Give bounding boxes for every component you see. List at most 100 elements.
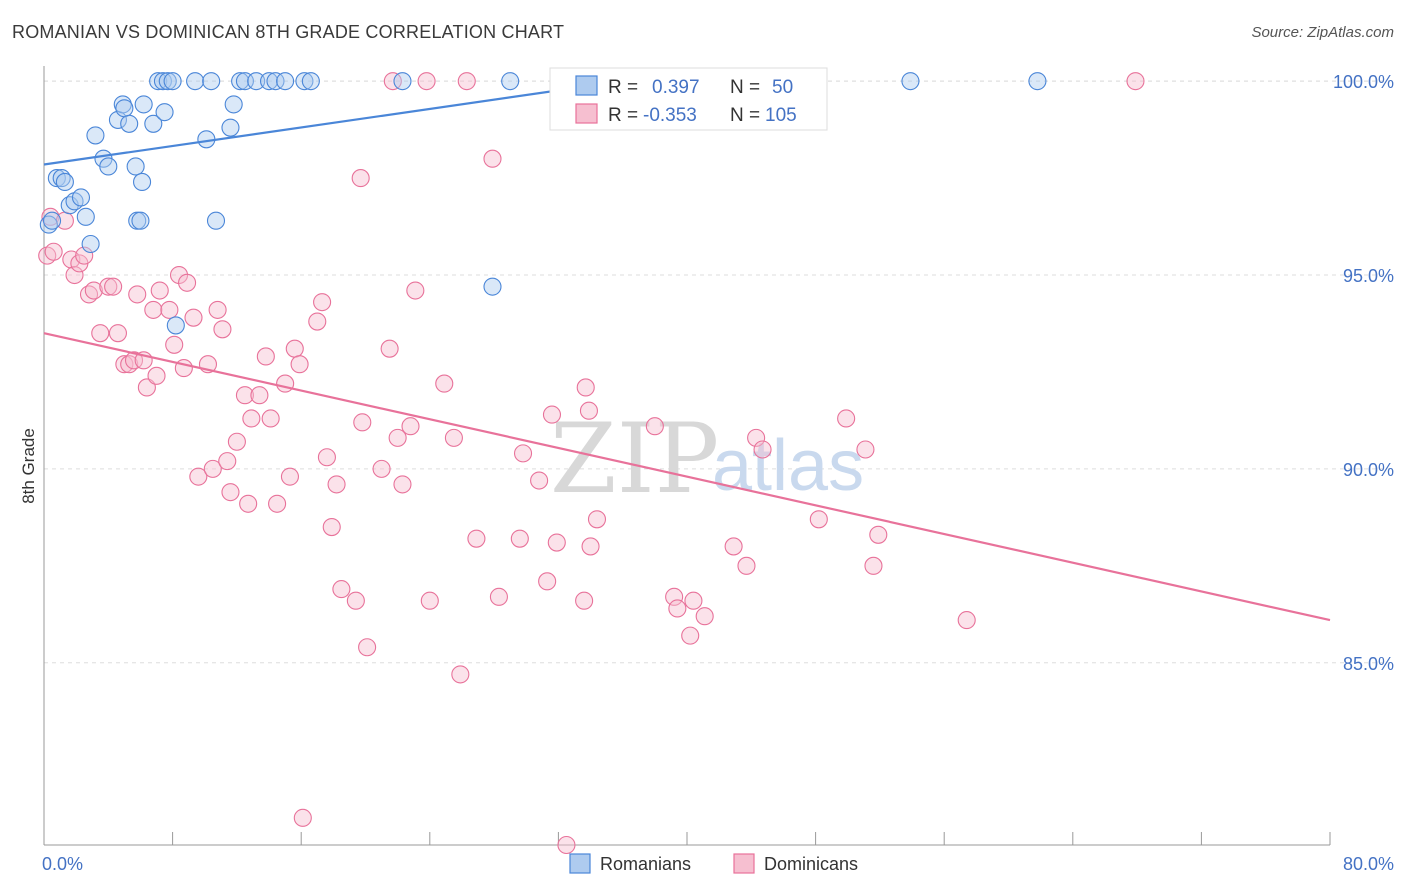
romanians-point [259,72,279,91]
dominicans-point [530,471,549,490]
source-label: Source: ZipAtlas.com [1251,24,1394,41]
romanians-point [86,126,105,145]
dominicans-point [451,665,470,684]
dominicans-point [542,405,562,424]
romanians-point [186,72,205,91]
romanians-point [76,207,95,226]
romanians-legend-item-label: Romanians [600,854,691,874]
romanians-point [501,72,520,91]
romanians-n-value: 50 [772,77,793,98]
watermark: ZIP atlas [550,403,864,515]
dominicans-legend-swatch [575,103,598,124]
romanians-point [163,72,182,91]
dominicans-point [538,572,557,591]
dominicans-point [681,626,700,645]
dominicans-point [104,277,123,296]
dominicans-point [160,300,179,319]
dominicans-point [308,312,327,331]
dominicans-point [227,432,246,451]
dominicans-point [420,591,439,610]
dominicans-point [84,281,103,300]
y-tick-labels: 85.0% 90.0% 95.0% 100.0% [1333,72,1394,674]
romanians-trend-line [43,80,623,166]
stats-legend: R = 0.397 N = 50 R = -0.353 N = 105 [549,67,828,131]
dominicans-point [108,324,127,343]
romanians-legend-item-swatch [569,853,591,874]
dominicans-point [358,638,377,657]
dominicans-point [547,533,566,552]
dominicans-point [293,808,312,827]
romanians-point [901,72,920,91]
romanians-point [393,72,412,91]
dominicans-point [869,525,888,544]
romanians-point [149,72,168,91]
watermark-atlas: atlas [712,426,864,506]
watermark-zip: ZIP [550,403,719,515]
romanians-point [166,316,185,335]
romanians-point [153,72,173,91]
dominicans-point [213,320,232,339]
romanians-points [39,72,1047,335]
dominicans-point [256,347,275,366]
dominicans-point [184,308,203,327]
dominicans-point [579,401,598,420]
dominicans-point [189,467,208,486]
dominicans-point [435,374,454,393]
romanians-point [42,211,62,230]
dominicans-point [128,285,147,304]
romanians-point [144,114,163,133]
y-tick-label: 100.0% [1333,72,1394,92]
dominicans-point [864,556,883,575]
dominicans-legend-item-label: Dominicans [764,854,858,874]
dominicans-point [957,611,976,630]
dominicans-point [280,467,299,486]
dominicans-point [809,510,828,529]
romanians-legend-swatch [575,75,598,96]
dominicans-point [332,580,351,599]
dominicans-point [239,494,258,513]
dominicans-point [581,537,600,556]
dominicans-point [137,378,156,397]
dominicans-point [383,72,402,91]
dominicans-legend-item-swatch [733,853,755,874]
dominicans-points [38,72,1145,855]
y-tick-label: 85.0% [1343,654,1394,674]
dominicans-point [837,409,856,428]
dominicans-point [165,335,184,354]
romanians-point [115,99,134,118]
dominicans-point [489,587,508,606]
dominicans-point [724,537,743,556]
dominicans-point [178,273,197,292]
dominicans-point [372,459,391,478]
dominicans-point [557,835,576,855]
romanians-point [221,118,240,137]
dominicans-point [261,409,280,428]
y-tick-label: 90.0% [1343,460,1394,480]
dominicans-point [1126,72,1145,91]
romanians-point [276,72,295,91]
romanians-point [55,172,74,192]
x-tick-label-min: 0.0% [42,854,83,874]
dominicans-point [576,378,595,397]
dominicans-point [856,440,875,459]
dominicans-point [406,281,425,300]
dominicans-point [575,591,594,610]
dominicans-point [144,300,163,319]
dominicans-point [417,72,436,91]
romanians-point [131,211,150,230]
romanians-point [202,72,221,91]
romanians-point [247,72,266,91]
dominicans-point [235,386,254,405]
dominicans-point [388,428,407,447]
romanians-point [126,157,145,176]
dominicans-point [747,428,766,447]
romanians-point [295,72,314,91]
dominicans-point [645,417,664,436]
dominicans-point [457,72,476,91]
dominicans-point [203,459,222,478]
romanians-r-value: 0.397 [652,77,700,98]
chart-title: ROMANIAN VS DOMINICAN 8TH GRADE CORRELAT… [12,22,565,42]
dominicans-point [115,355,134,374]
romanians-point [71,188,91,207]
romanians-point [206,211,226,230]
